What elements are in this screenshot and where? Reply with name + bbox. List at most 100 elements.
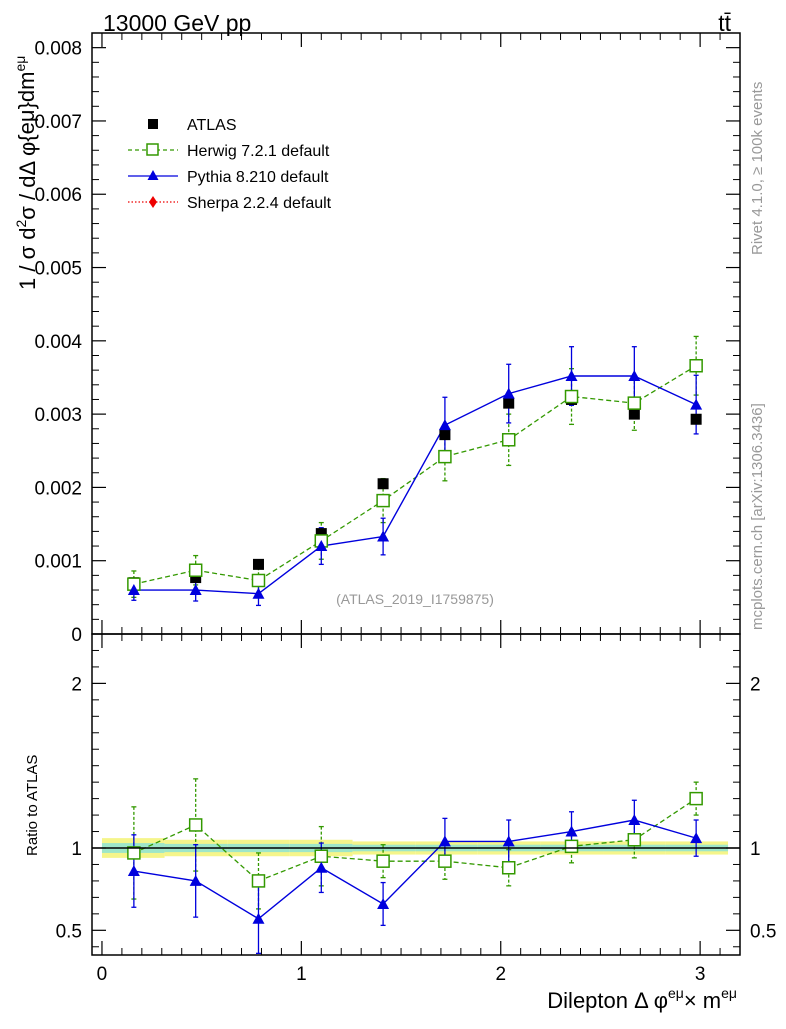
main-y-label-sup1: 2 (13, 220, 29, 228)
series-layer (127, 335, 703, 955)
legend: ATLAS Herwig 7.2.1 default Pythia 8.210 … (128, 117, 332, 212)
x-label-sup1: eμ (668, 985, 684, 1001)
x-tick-label: 2 (495, 964, 506, 985)
herwig-main-point (627, 396, 642, 410)
pythia-ratio-point (252, 912, 265, 924)
main-y-axis-label: 1 / σ d2σ / dΔ φ{eμ}dmeμ (12, 56, 40, 290)
atlas-data-point (439, 429, 451, 441)
atlas-data-point (315, 528, 327, 540)
pythia-main-point (189, 584, 202, 596)
x-label-times: × m (684, 988, 721, 1013)
herwig-ratio-point (251, 874, 266, 888)
herwig-main-point (689, 358, 703, 373)
pythia-ratio-point (438, 835, 451, 847)
atlas-data-point (503, 397, 515, 409)
ratio-y-axis-label: Ratio to ATLAS (24, 755, 41, 856)
herwig-ratio-line (133, 798, 697, 882)
herwig-ratio-point (438, 854, 452, 868)
herwig-main-point (251, 573, 266, 588)
pythia-main-point (502, 387, 515, 399)
main-y-label-sup3: eμ (12, 56, 28, 72)
pythia-ratio-point (377, 897, 390, 909)
herwig-main-point (564, 389, 579, 404)
x-tick-label: 3 (695, 964, 706, 985)
ratio-tick-label-left: 2 (71, 674, 82, 695)
herwig-main-point (438, 449, 452, 464)
pythia-ratio-point (690, 832, 703, 844)
pythia-main-point (565, 370, 578, 382)
herwig-ratio-point (376, 854, 390, 868)
pythia-main-point (438, 419, 451, 431)
legend-marker-herwig (146, 143, 159, 156)
x-axis-label: Dilepton Δ φeμ× meμ (547, 985, 737, 1013)
atlas-data-point (690, 413, 702, 425)
main-y-label-base: 1 / σ d (15, 228, 40, 291)
atlas-data-point (252, 558, 264, 570)
y-tick-label: 0.007 (34, 112, 82, 133)
pythia-ratio-line (133, 819, 697, 920)
ratio-tick-label-left: 0.5 (56, 921, 82, 942)
legend-label-herwig: Herwig 7.2.1 default (187, 143, 330, 160)
x-tick-label: 0 (97, 964, 108, 985)
herwig-main-point (376, 493, 390, 508)
mcplots-label: mcplots.cern.ch [arXiv:1306.3436] (749, 403, 766, 630)
pythia-main-point (127, 584, 140, 596)
atlas-data-point (377, 478, 389, 490)
y-tick-label: 0.005 (34, 259, 82, 280)
pythia-ratio-point (189, 874, 202, 886)
pythia-ratio-point (502, 835, 515, 847)
pythia-main-point (252, 587, 265, 599)
herwig-ratio-point (127, 846, 141, 860)
process-label: tt̄ (718, 10, 731, 36)
y-tick-label-zero: 0 (71, 625, 82, 646)
legend-entry-sherpa: Sherpa 2.2.4 default (128, 195, 332, 212)
ratio-tick-label-right: 1 (750, 839, 761, 860)
legend-label-atlas: ATLAS (187, 117, 237, 134)
atlas-data-point (628, 408, 640, 420)
pythia-ratio-point (628, 814, 641, 826)
atlas-data-point (190, 572, 202, 584)
y-tick-label: 0.006 (34, 185, 82, 206)
ratio-plot-frame (91, 633, 741, 956)
rivet-label: Rivet 4.1.0, ≥ 100k events (749, 82, 766, 255)
legend-entry-atlas: ATLAS (148, 117, 237, 134)
pythia-ratio-point (565, 825, 578, 837)
legend-marker-sherpa (149, 196, 157, 208)
y-tick-label: 0.001 (34, 552, 82, 573)
herwig-ratio-point (564, 839, 579, 854)
ratio-tick-label-right: 2 (750, 674, 761, 695)
main-y-label-sup2: {eμ}dm (14, 72, 39, 142)
ratio-tick-label-right: 0.5 (750, 921, 776, 942)
pythia-main-point (315, 540, 328, 552)
pythia-main-point (628, 370, 641, 382)
legend-label-pythia: Pythia 8.210 default (187, 169, 329, 186)
pythia-ratio-point (315, 861, 328, 873)
herwig-ratio-point (627, 833, 642, 847)
herwig-main-point (501, 433, 516, 447)
pythia-main-line (133, 375, 697, 595)
y-tick-label: 0.003 (34, 405, 82, 426)
herwig-main-point (188, 563, 203, 577)
legend-marker-pythia (147, 170, 159, 180)
x-label-base: Dilepton Δ φ (547, 988, 668, 1013)
herwig-ratio-point (501, 861, 516, 875)
y-tick-label: 0.002 (34, 478, 82, 499)
legend-label-sherpa: Sherpa 2.2.4 default (187, 195, 332, 212)
legend-marker-atlas (148, 119, 158, 129)
x-label-sup2: eμ (721, 985, 737, 1001)
herwig-ratio-point (689, 791, 703, 806)
x-tick-label: 1 (296, 964, 307, 985)
energy-label: 13000 GeV pp (103, 10, 251, 36)
legend-entry-herwig: Herwig 7.2.1 default (128, 143, 330, 160)
herwig-ratio-point (188, 818, 203, 832)
legend-entry-pythia: Pythia 8.210 default (128, 169, 329, 186)
pythia-ratio-point (127, 865, 140, 877)
y-tick-label: 0.004 (34, 332, 82, 353)
herwig-ratio-point (314, 849, 329, 863)
herwig-main-line (133, 365, 697, 585)
ratio-tick-label-left: 1 (71, 839, 82, 860)
y-tick-label: 0.008 (34, 39, 82, 60)
analysis-label: (ATLAS_2019_I1759875) (336, 591, 494, 607)
pythia-main-point (690, 398, 703, 410)
